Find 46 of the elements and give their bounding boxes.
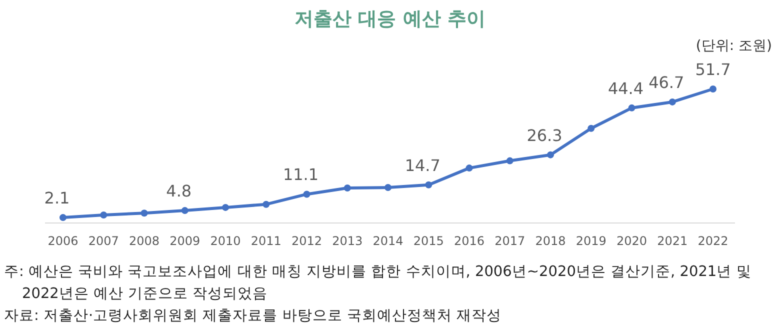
point	[303, 190, 310, 198]
data-label: 44.4	[608, 78, 644, 98]
text: 자료: 저출산·고령사회위원회 제출자료를 바탕으로 국회예산정책처 재작성	[4, 308, 502, 324]
point	[710, 86, 716, 92]
point	[344, 184, 351, 192]
point	[547, 151, 554, 158]
x-tick-label: 2009	[170, 234, 200, 248]
point	[384, 184, 392, 191]
x-tick-label: 2011	[250, 234, 282, 248]
x-tick-label: 2008	[128, 234, 160, 248]
point	[100, 211, 108, 218]
text: 주: 예산은 국비와 국고보조사업에 대한 매칭 지방비를 합한 수치이며, 2006년~2020년은 결산기준, 2021년 및 2022년은 예산 기준으로 작성되었음	[4, 264, 752, 302]
chart-subtitle: (단위: 조원)	[696, 38, 772, 54]
point	[181, 207, 188, 214]
data-label: 51.7	[695, 60, 731, 79]
data-label: 46.7	[648, 72, 684, 92]
data-label: 26.3	[526, 126, 562, 145]
chart-title: 저출산 대응 예산 추이	[294, 8, 486, 30]
point	[140, 210, 148, 217]
x-tick-label: 2021	[657, 234, 688, 248]
x-tick-label: 2015	[413, 234, 444, 248]
data-label: 4.8	[166, 182, 192, 201]
data-label: 11.1	[282, 165, 319, 184]
x-tick-label: 2020	[616, 234, 648, 248]
point	[668, 98, 676, 106]
x-tick-label: 2007	[88, 234, 119, 248]
x-tick-label: 2017	[494, 234, 526, 248]
x-tick-label: 2018	[535, 234, 566, 248]
point	[425, 181, 432, 188]
x-tick-label: 2019	[576, 234, 606, 248]
data-label: 14.7	[404, 156, 440, 175]
point	[466, 164, 473, 172]
data-label: 2.1	[44, 188, 70, 208]
x-tick-label: 2006	[48, 234, 78, 248]
point	[506, 157, 514, 164]
x-tick-label: 2013	[332, 234, 363, 248]
x-tick-label: 2022	[698, 234, 728, 248]
point	[60, 214, 66, 222]
point	[222, 204, 229, 211]
point	[628, 104, 636, 112]
x-tick-label: 2010	[210, 234, 241, 248]
x-tick-label: 2016	[454, 234, 485, 248]
point	[588, 124, 595, 132]
x-tick-label: 2014	[372, 234, 404, 248]
point	[262, 200, 270, 208]
x-tick-label: 2012	[291, 234, 322, 248]
